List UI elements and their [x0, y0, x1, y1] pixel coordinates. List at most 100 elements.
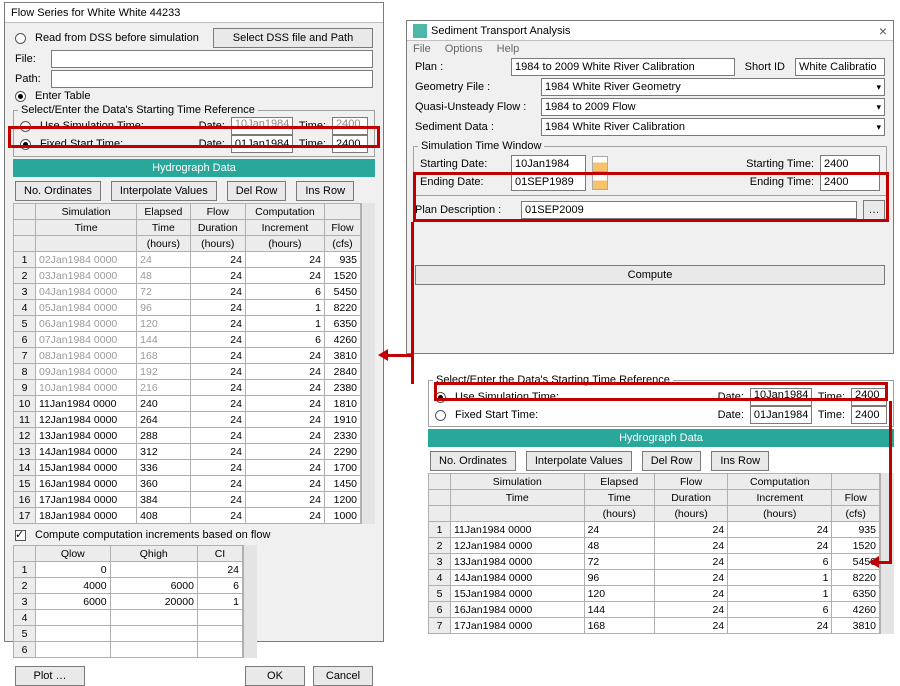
bot-use-radio[interactable] [435, 392, 446, 403]
geom-dropdown[interactable]: 1984 White River Geometry [541, 78, 885, 96]
use-sim-radio[interactable] [20, 121, 31, 132]
bot-tl2: Time: [818, 409, 845, 421]
table-row[interactable]: 717Jan1984 000016824243810 [429, 618, 880, 634]
bot-tl: Time: [818, 391, 845, 403]
scrollbar2[interactable] [243, 545, 257, 658]
table-row[interactable]: 1415Jan1984 000033624241700 [14, 460, 361, 476]
table-row[interactable]: 102Jan1984 0000242424935 [14, 252, 361, 268]
sed-label: Sediment Data : [415, 121, 535, 133]
app-icon [413, 24, 427, 38]
table-row[interactable]: 1314Jan1984 000031224242290 [14, 444, 361, 460]
menu-options[interactable]: Options [445, 43, 483, 55]
table-row[interactable]: 111Jan1984 0000242424935 [429, 522, 880, 538]
cancel-button[interactable]: Cancel [313, 666, 373, 686]
close-icon[interactable]: × [879, 21, 887, 41]
menu-help[interactable]: Help [497, 43, 520, 55]
ins-row-button[interactable]: Ins Row [296, 181, 354, 201]
scrollbar[interactable] [361, 203, 375, 524]
time-label: Time: [299, 120, 326, 132]
table-row[interactable]: 506Jan1984 00001202416350 [14, 316, 361, 332]
table-row[interactable]: 5 [14, 626, 243, 642]
plot-button[interactable]: Plot … [15, 666, 85, 686]
table-row[interactable]: 616Jan1984 00001442464260 [429, 602, 880, 618]
sd-input[interactable] [511, 155, 586, 173]
table-row[interactable]: 1024 [14, 562, 243, 578]
table-row[interactable]: 203Jan1984 00004824241520 [14, 268, 361, 284]
table-row[interactable]: 1011Jan1984 000024024241810 [14, 396, 361, 412]
pd-label: Plan Description : [415, 204, 515, 216]
file-input[interactable] [51, 50, 373, 68]
table-row[interactable]: 36000200001 [14, 594, 243, 610]
hydro-table: SimulationElapsedFlowComputation TimeTim… [13, 203, 361, 524]
menu-file[interactable]: File [413, 43, 431, 55]
qf-dropdown[interactable]: 1984 to 2009 Flow [541, 98, 885, 116]
st-label: Starting Time: [746, 158, 814, 170]
path-label: Path: [15, 73, 45, 85]
start-ref-legend: Select/Enter the Data's Starting Time Re… [18, 104, 258, 116]
st-input[interactable] [820, 155, 880, 173]
del-row-button[interactable]: Del Row [227, 181, 287, 201]
table-row[interactable]: 212Jan1984 00004824241520 [429, 538, 880, 554]
table-row[interactable]: 1516Jan1984 000036024241450 [14, 476, 361, 492]
bot-ir-button[interactable]: Ins Row [711, 451, 769, 471]
fixed-time-input[interactable] [332, 135, 368, 153]
table-row[interactable]: 515Jan1984 00001202416350 [429, 586, 880, 602]
plan-input[interactable] [511, 58, 735, 76]
table-row[interactable]: 313Jan1984 0000722465450 [429, 554, 880, 570]
titlebar: Flow Series for White White 44233 [5, 3, 383, 23]
table-row[interactable]: 304Jan1984 0000722465450 [14, 284, 361, 300]
compute-chk[interactable] [15, 530, 26, 541]
geom-label: Geometry File : [415, 81, 535, 93]
table-row[interactable]: 1112Jan1984 000026424241910 [14, 412, 361, 428]
bot-fix-label: Fixed Start Time: [455, 409, 712, 421]
pd-more-button[interactable]: … [863, 200, 885, 220]
table-row[interactable]: 910Jan1984 000021624242380 [14, 380, 361, 396]
table-row[interactable]: 1718Jan1984 000040824241000 [14, 508, 361, 524]
date-label: Date: [199, 120, 225, 132]
enter-table-label: Enter Table [35, 90, 90, 102]
bot-dr-button[interactable]: Del Row [642, 451, 702, 471]
fixed-date-input[interactable] [231, 135, 293, 153]
et-input[interactable] [820, 173, 880, 191]
ed-label: Ending Date: [420, 176, 505, 188]
ed-input[interactable] [511, 173, 586, 191]
bot-fix-radio[interactable] [435, 410, 446, 421]
table-row[interactable]: 6 [14, 642, 243, 658]
select-dss-button[interactable]: Select DSS file and Path [213, 28, 373, 48]
bot-no-button[interactable]: No. Ordinates [430, 451, 516, 471]
arrow1-head [378, 349, 388, 361]
table-row[interactable]: 1213Jan1984 000028824242330 [14, 428, 361, 444]
sim-date: 10Jan1984 [231, 117, 293, 135]
path-input[interactable] [51, 70, 373, 88]
bot-ip-button[interactable]: Interpolate Values [526, 451, 632, 471]
arrow1-v [411, 222, 414, 384]
table-row[interactable]: 414Jan1984 0000962418220 [429, 570, 880, 586]
bot-fd-input[interactable] [750, 406, 812, 424]
interpolate-button[interactable]: Interpolate Values [111, 181, 217, 201]
bot-dl: Date: [718, 391, 744, 403]
table-row[interactable]: 1617Jan1984 000038424241200 [14, 492, 361, 508]
time-label2: Time: [299, 138, 326, 150]
table-row[interactable]: 708Jan1984 000016824243810 [14, 348, 361, 364]
read-dss-label: Read from DSS before simulation [35, 32, 207, 44]
calendar-icon[interactable] [592, 156, 608, 172]
compute-button[interactable]: Compute [415, 265, 885, 285]
table-row[interactable]: 607Jan1984 00001442464260 [14, 332, 361, 348]
table-row[interactable]: 405Jan1984 0000962418220 [14, 300, 361, 316]
calendar-icon2[interactable] [592, 174, 608, 190]
sed-dropdown[interactable]: 1984 White River Calibration [541, 118, 885, 136]
read-dss-radio[interactable] [15, 33, 26, 44]
table-row[interactable]: 2400060006 [14, 578, 243, 594]
no-ordinates-button[interactable]: No. Ordinates [15, 181, 101, 201]
enter-table-radio[interactable] [15, 91, 26, 102]
bot-legend: Select/Enter the Data's Starting Time Re… [433, 374, 673, 386]
table-row[interactable]: 809Jan1984 000019224242840 [14, 364, 361, 380]
table-row[interactable]: 4 [14, 610, 243, 626]
pd-input[interactable] [521, 201, 857, 219]
bot-ft-input[interactable] [851, 406, 887, 424]
fixed-radio[interactable] [20, 139, 31, 150]
short-input[interactable] [795, 58, 885, 76]
use-sim-label: Use Simulation Time: [40, 120, 193, 132]
ok-button[interactable]: OK [245, 666, 305, 686]
compute-chk-label: Compute computation increments based on … [35, 529, 270, 541]
